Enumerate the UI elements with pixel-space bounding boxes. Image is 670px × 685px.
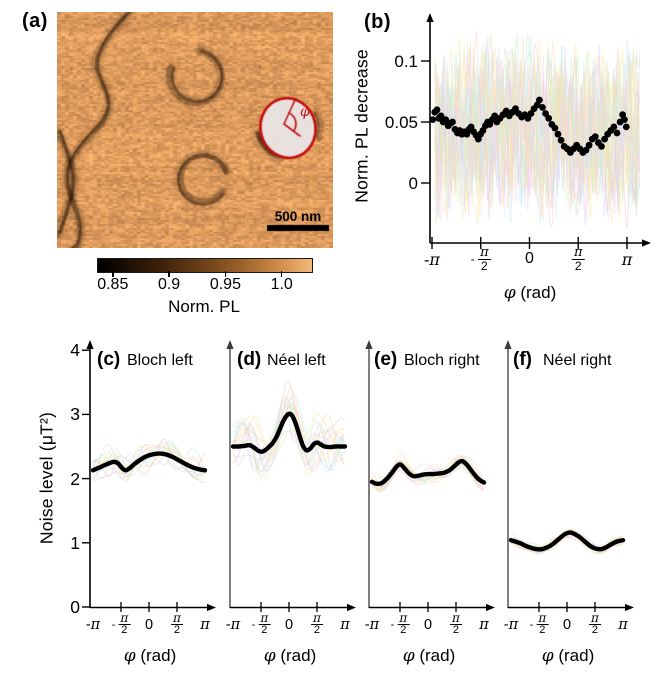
panel-d-series-label: Néel left — [267, 352, 326, 369]
panel-a-label: (a) — [22, 10, 48, 32]
panel-e-label: (e) — [374, 349, 398, 370]
f-x-tick-0: -π — [503, 617, 519, 633]
d-x-tick-4: π — [340, 617, 350, 633]
panel-b-label: (b) — [364, 11, 392, 33]
skyrmion-angle-label: φ — [300, 104, 310, 120]
b-y-tick-1: 0.05 — [384, 113, 418, 132]
panel-f-label: (f) — [513, 349, 532, 370]
panel-b-ylabel: Norm. PL decrease — [351, 49, 372, 203]
b-x-tick-4: π — [621, 250, 633, 269]
e-x-tick-4: π — [479, 617, 489, 633]
b-x-tick-0: -π — [424, 250, 440, 269]
b-y-tick-2: 0.1 — [394, 52, 418, 71]
b-xaxis-label: φ (rad) — [503, 283, 557, 303]
colorbar-label: Norm. PL — [168, 297, 240, 316]
panel-e-series-label: Bloch right — [404, 352, 480, 369]
e-xaxis-label: φ (rad) — [402, 646, 456, 666]
colorbar-tick — [168, 271, 170, 277]
c-x-tick-2: 0 — [144, 617, 154, 633]
colorbar-tick-label-3: 1.0 — [270, 276, 293, 293]
c-y-tick-1: 1 — [70, 532, 80, 553]
colorbar-tick-label-0: 0.85 — [97, 276, 129, 293]
colorbar-tick — [280, 271, 283, 277]
colorbar-tick — [112, 271, 114, 277]
colorbar — [97, 258, 313, 273]
d-xaxis-label: φ (rad) — [263, 646, 317, 666]
c-y-tick-0: 0 — [70, 597, 80, 617]
pl-map-image — [57, 12, 333, 248]
c-y-tick-3: 3 — [70, 404, 80, 425]
d-x-tick-2: 0 — [284, 617, 294, 633]
c-y-tick-2: 2 — [70, 468, 80, 489]
c-y-tick-4: 4 — [70, 340, 80, 361]
panel-c-series-label: Bloch left — [127, 352, 193, 369]
f-xaxis-label: φ (rad) — [541, 646, 595, 666]
d-x-tick-0: -π — [225, 617, 241, 633]
b-y-tick-0: 0 — [408, 174, 418, 193]
colorbar-tick — [224, 271, 227, 277]
f-x-tick-4: π — [618, 617, 628, 633]
e-x-tick-0: -π — [364, 617, 380, 633]
panel-c-label: (c) — [97, 349, 121, 370]
panel-d-label: (d) — [237, 349, 262, 370]
colorbar-tick-label-1: 0.9 — [157, 276, 181, 293]
b-x-tick-2: 0 — [525, 250, 534, 267]
scale-bar-label: 500 nm — [274, 209, 322, 224]
f-x-tick-2: 0 — [562, 617, 572, 633]
c-xaxis-label: φ (rad) — [123, 646, 177, 666]
colorbar-tick-label-2: 0.95 — [209, 276, 241, 293]
panel-f-series-label: Néel right — [543, 352, 612, 369]
e-x-tick-2: 0 — [423, 617, 433, 633]
c-x-tick-4: π — [200, 617, 210, 633]
c-x-tick-0: -π — [85, 617, 101, 633]
